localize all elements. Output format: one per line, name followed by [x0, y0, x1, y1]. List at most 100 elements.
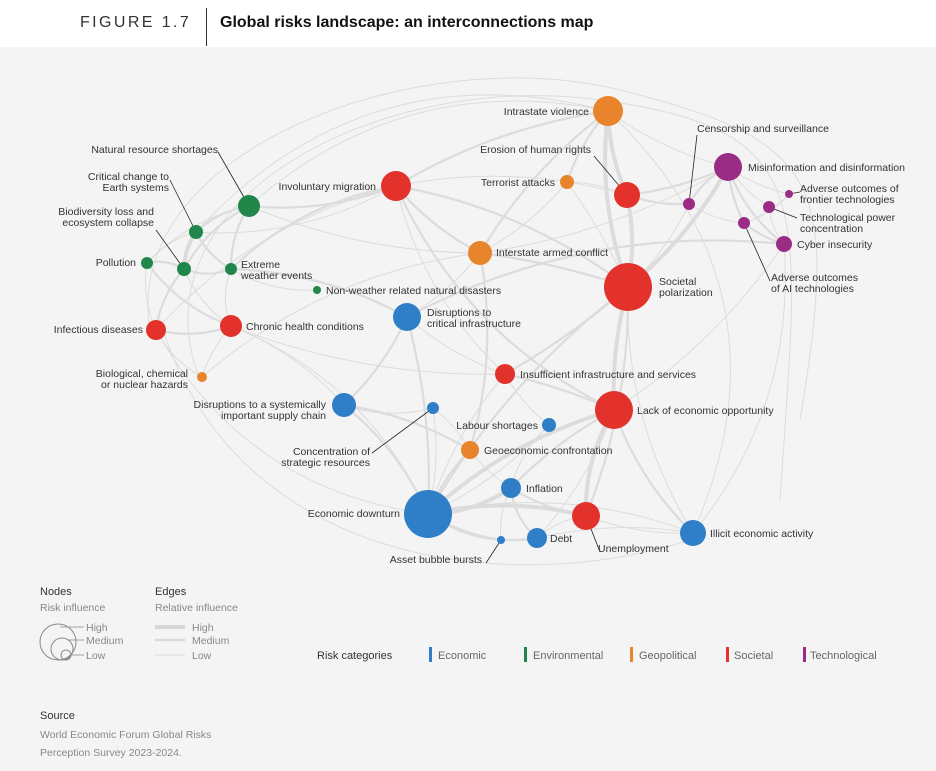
edge — [478, 109, 610, 255]
node-label-line: Terrorist attacks — [481, 177, 555, 189]
node-label-line: Adverse outcomes — [771, 272, 858, 284]
source-title: Source — [40, 710, 75, 722]
edge — [607, 110, 729, 168]
edge — [607, 110, 731, 534]
edge — [536, 527, 694, 539]
edge — [247, 184, 398, 209]
figure-panel — [0, 47, 936, 771]
edge — [426, 408, 616, 516]
node-adverse-ai — [738, 217, 750, 229]
node-label-infectious: Infectious diseases — [54, 324, 143, 336]
node-label-line: weather events — [240, 270, 312, 282]
node-label-line: Intrastate violence — [504, 106, 589, 118]
node-label-line: Infectious diseases — [54, 324, 143, 336]
edge — [155, 329, 429, 515]
edge — [155, 185, 397, 331]
node-label-adverse-ai: Adverse outcomes of AI technologies — [771, 272, 858, 295]
legend-swatch-economic — [429, 647, 432, 662]
edge — [468, 251, 489, 452]
node-label-line: or nuclear hazards — [101, 379, 188, 391]
node-label-line: Extreme — [241, 259, 280, 271]
edge — [612, 408, 695, 535]
node-label-illicit-activity: Illicit economic activity — [710, 528, 814, 540]
node-biodiversity — [177, 262, 191, 276]
legend-edges-title: Edges — [155, 586, 187, 598]
node-involuntary-migration — [381, 171, 411, 201]
node-label-line: frontier technologies — [800, 194, 895, 206]
edge — [248, 100, 609, 207]
leader-line-censorship — [688, 134, 698, 205]
node-label-asset-bubble: Asset bubble bursts — [390, 554, 482, 566]
edge — [394, 184, 616, 412]
edge — [195, 185, 397, 234]
node-label-line: Misinformation and disinformation — [748, 162, 905, 174]
node-label-line: Technological power — [800, 212, 896, 224]
node-label-line: Erosion of human rights — [480, 144, 591, 156]
node-label-concentration-resources: Concentration of strategic resources — [281, 446, 370, 469]
legend-nodes-title: Nodes — [40, 586, 72, 598]
figure-number: FIGURE 1.7 — [80, 14, 192, 31]
node-label-pollution: Pollution — [96, 257, 136, 269]
node-label-line: ecosystem collapse — [62, 217, 154, 229]
node-label-geoeconomic: Geoeconomic confrontation — [484, 445, 613, 457]
node-misinformation — [714, 153, 742, 181]
node-chronic-health — [220, 315, 242, 337]
edge — [479, 181, 568, 254]
edge — [405, 315, 430, 516]
node-label-disruptions-infra: Disruptions to critical infrastructure — [427, 307, 521, 330]
legend-categories: Risk categories Economic Environmental G… — [317, 647, 877, 662]
edge — [627, 286, 694, 534]
node-label-terrorist-attacks: Terrorist attacks — [481, 177, 555, 189]
node-label-cyber-insecurity: Cyber insecurity — [797, 239, 873, 251]
node-censorship — [683, 198, 695, 210]
node-societal-polarization — [604, 263, 652, 311]
node-label-line: Concentration of — [293, 446, 370, 458]
node-extreme-weather — [225, 263, 237, 275]
node-infectious — [146, 320, 166, 340]
node-label-line: Disruptions to — [427, 307, 491, 319]
node-label-line: concentration — [800, 223, 863, 235]
node-cyber-insecurity — [776, 236, 792, 252]
node-label-line: Involuntary migration — [279, 181, 377, 193]
node-terrorist-attacks — [560, 175, 574, 189]
legend-category-technological: Technological — [810, 650, 877, 662]
legend-nodes: Nodes Risk influence High Medium Low — [39, 586, 124, 662]
edge — [195, 94, 609, 233]
legend-edge-low-label: Low — [192, 650, 212, 662]
edge-arc — [147, 77, 818, 421]
node-label-non-weather: Non-weather related natural disasters — [326, 285, 501, 297]
node-label-line: Adverse outcomes of — [800, 183, 899, 195]
legend-swatch-technological — [803, 647, 806, 662]
node-debt — [527, 528, 547, 548]
node-label-debt: Debt — [550, 533, 572, 545]
legend-edge-high-label: High — [192, 622, 214, 634]
leader-line-concentration-resources — [371, 407, 434, 454]
edge — [230, 325, 345, 406]
edge — [394, 184, 630, 289]
node-illicit-activity — [680, 520, 706, 546]
node-label-line: polarization — [659, 287, 713, 299]
node-critical-change — [189, 225, 203, 239]
node-economic-downturn — [404, 490, 452, 538]
legend-node-high — [39, 623, 77, 661]
legend-edge-medium-label: Medium — [192, 635, 230, 647]
node-insufficient-infra — [495, 364, 515, 384]
node-disruptions-infra — [393, 303, 421, 331]
node-intrastate-violence — [593, 96, 623, 126]
node-geoeconomic — [461, 441, 479, 459]
node-label-line: Biodiversity loss and — [58, 206, 154, 218]
node-label-line: critical infrastructure — [427, 318, 521, 330]
leader-line-critical-change — [169, 179, 197, 233]
node-asset-bubble — [497, 536, 505, 544]
legend-node-low-label: Low — [86, 650, 106, 662]
leader-line-adverse-ai — [743, 222, 771, 282]
node-label-economic-downturn: Economic downturn — [308, 508, 400, 520]
edge — [230, 325, 506, 375]
edge — [183, 268, 232, 327]
edge-arc — [159, 319, 691, 566]
legend-category-economic: Economic — [438, 650, 487, 662]
node-label-line: Chronic health conditions — [246, 321, 364, 333]
node-label-line: Inflation — [526, 483, 563, 495]
node-label-extreme-weather: Extreme weather events — [240, 259, 312, 282]
